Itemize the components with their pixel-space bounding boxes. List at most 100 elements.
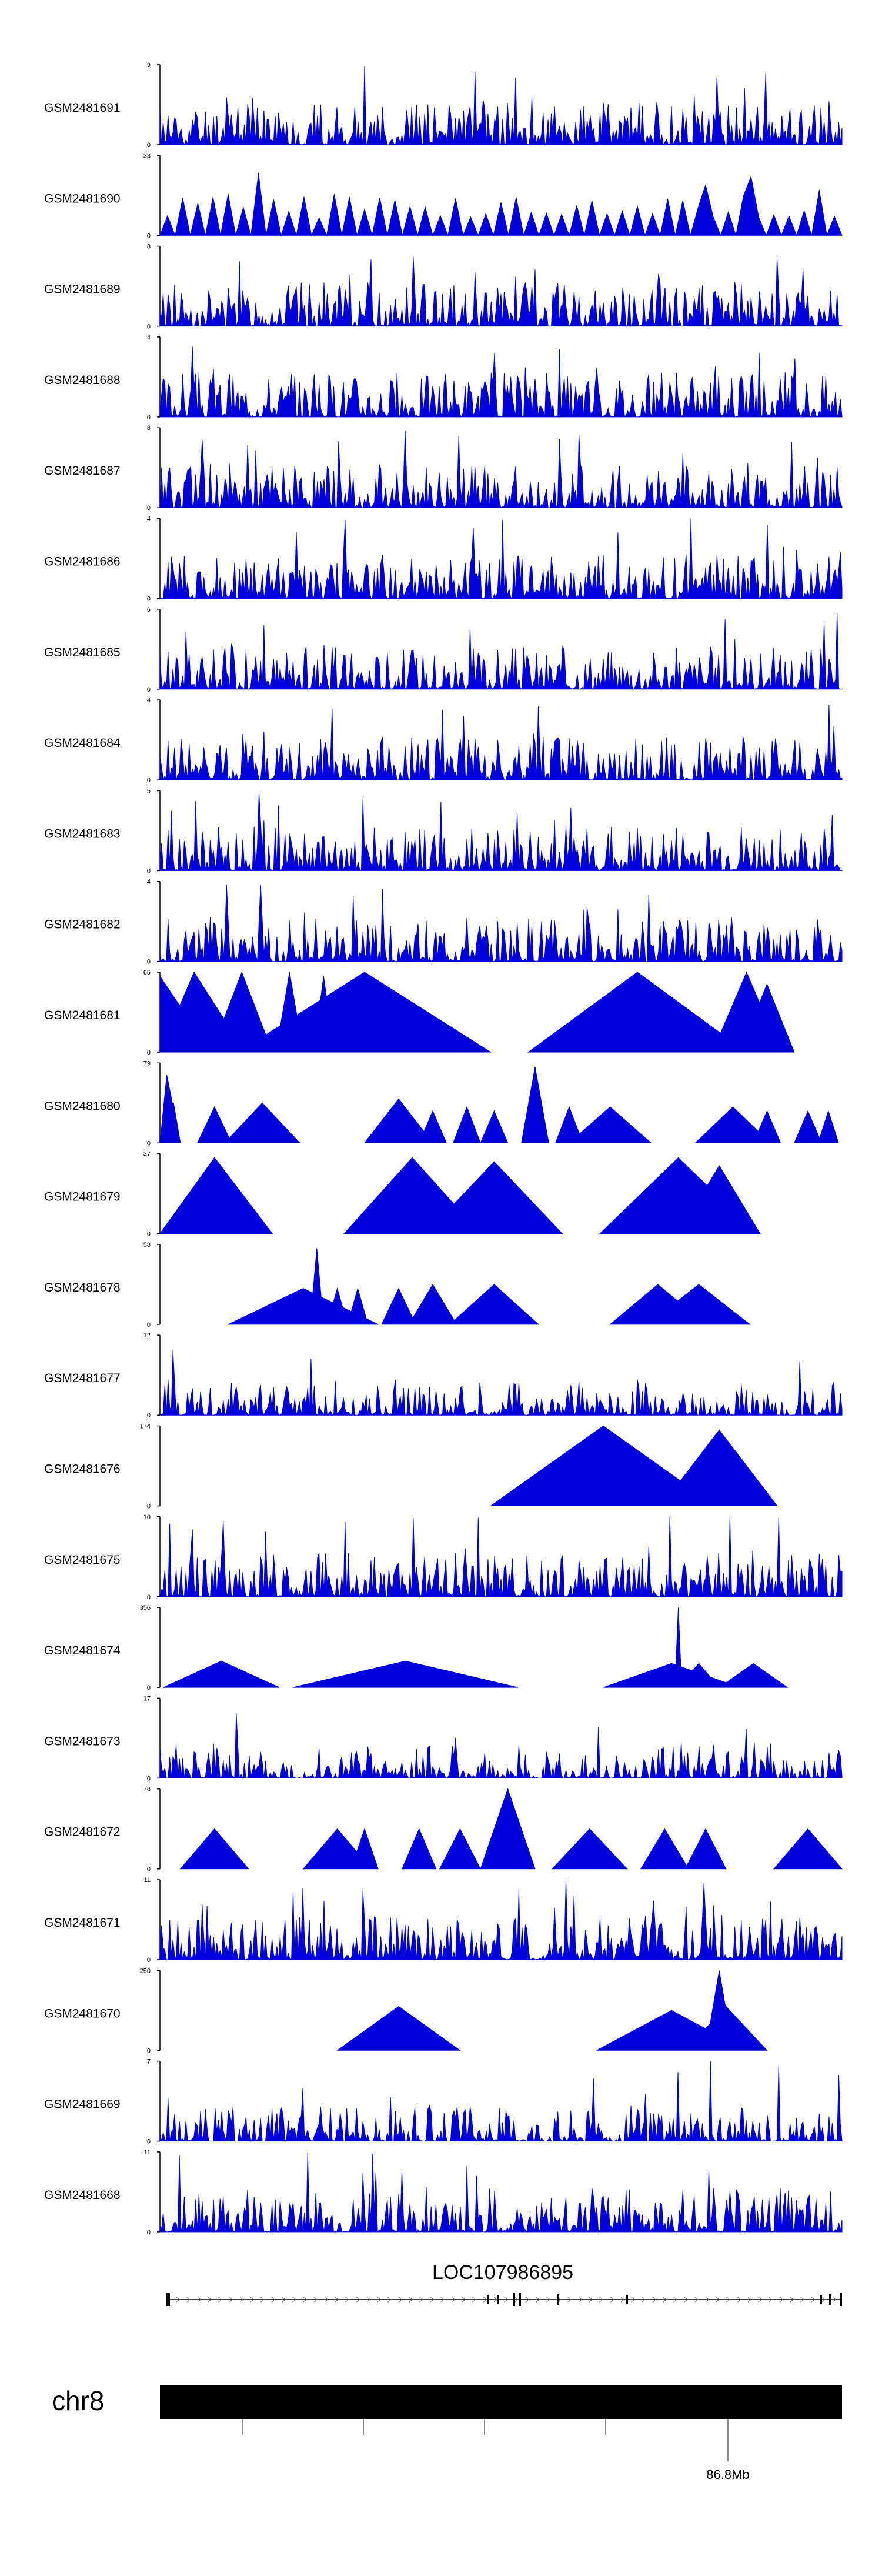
track-label: GSM2481670 [44,2007,121,2020]
exon [626,2295,628,2304]
track-label: GSM2481684 [44,736,121,750]
coverage-signal [159,66,843,146]
track-GSM2481686: GSM2481686 4 0 [44,516,843,603]
strand-arrow [250,2297,254,2303]
strand-arrow [716,2297,720,2303]
track-GSM2481685: GSM2481685 6 0 [44,606,843,693]
coverage-signal [159,1516,843,1598]
strand-arrow [631,2297,635,2303]
y-axis-min: 0 [147,959,151,966]
strand-arrow [176,2297,180,2303]
track-label: GSM2481669 [44,2098,121,2111]
track-GSM2481668: GSM2481668 11 0 [44,2149,843,2236]
strand-arrow [811,2297,815,2303]
strand-arrow [208,2297,212,2303]
y-axis-min: 0 [147,777,151,784]
exon [497,2295,499,2304]
y-axis-min: 0 [147,2229,151,2236]
strand-arrow [578,2297,582,2303]
y-axis-min: 0 [147,1684,151,1691]
strand-arrow [292,2297,296,2303]
strand-arrow [747,2297,751,2303]
strand-arrow [769,2297,773,2303]
y-axis-min: 0 [147,414,151,421]
strand-arrow [345,2297,349,2303]
strand-arrow [832,2297,836,2303]
coverage-signal [159,1713,843,1780]
strand-arrow [218,2297,222,2303]
y-axis-min: 0 [147,1594,151,1601]
strand-arrow [472,2297,476,2303]
coverage-signal [159,172,843,237]
track-label: GSM2481686 [44,555,121,569]
gene-strand-arrows [176,2297,836,2303]
exon [166,2293,170,2306]
strand-arrow [663,2297,667,2303]
strand-arrow [335,2297,339,2303]
strand-arrow [451,2297,455,2303]
track-label: GSM2481687 [44,464,121,478]
exon [820,2295,822,2304]
y-axis-min: 0 [147,505,151,512]
strand-arrow [271,2297,275,2303]
track-label: GSM2481683 [44,827,121,840]
strand-arrow [462,2297,466,2303]
strand-arrow [356,2297,360,2303]
y-axis-max: 12 [143,1332,151,1339]
gene-label: LOC107986895 [432,2261,573,2284]
strand-arrow [313,2297,318,2303]
strand-arrow [525,2297,529,2303]
track-GSM2481672: GSM2481672 76 0 [44,1786,843,1873]
strand-arrow [377,2297,381,2303]
y-axis-max: 6 [147,606,151,613]
coverage-signal [159,518,843,600]
strand-arrow [620,2297,624,2303]
y-axis-max: 17 [143,1695,151,1702]
y-axis-max: 4 [147,334,151,341]
strand-arrow [514,2297,519,2303]
track-GSM2481683: GSM2481683 5 0 [44,788,843,875]
strand-arrow [821,2297,826,2303]
exon [557,2294,559,2305]
y-axis-min: 0 [147,1049,151,1056]
coverage-signal [159,1157,761,1234]
strand-arrow [642,2297,646,2303]
coverage-signal [159,2153,843,2233]
track-label: GSM2481674 [44,1644,121,1657]
y-axis-min: 0 [147,1231,151,1238]
strand-arrow [229,2297,233,2303]
strand-arrow [398,2297,402,2303]
strand-arrow [536,2297,540,2303]
track-GSM2481684: GSM2481684 4 0 [44,697,843,784]
strand-arrow [737,2297,741,2303]
y-axis-max: 4 [147,516,151,523]
y-axis-min: 0 [147,1775,151,1782]
track-GSM2481676: GSM2481676 174 0 [44,1423,778,1510]
track-label: GSM2481689 [44,283,121,296]
y-axis-min: 0 [147,867,151,875]
strand-arrow [440,2297,445,2303]
track-GSM2481679: GSM2481679 37 0 [44,1151,761,1238]
chromosome-label: chr8 [52,2385,104,2416]
strand-arrow [790,2297,794,2303]
track-label: GSM2481680 [44,1099,121,1113]
strand-arrow [483,2297,487,2303]
exon [829,2294,831,2305]
strand-arrow [303,2297,307,2303]
coverage-signal [228,1248,751,1325]
coverage-signal [159,256,843,328]
strand-arrow [567,2297,572,2303]
y-axis-max: 4 [147,697,151,704]
track-label: GSM2481676 [44,1463,121,1476]
exon [513,2293,515,2306]
exon [487,2295,489,2304]
strand-arrow [758,2297,762,2303]
strand-arrow [324,2297,328,2303]
track-label: GSM2481690 [44,192,121,205]
track-label: GSM2481682 [44,918,121,932]
track-GSM2481678: GSM2481678 58 0 [44,1242,751,1329]
exon [519,2293,521,2306]
y-axis-max: 65 [143,969,151,976]
strand-arrow [684,2297,688,2303]
